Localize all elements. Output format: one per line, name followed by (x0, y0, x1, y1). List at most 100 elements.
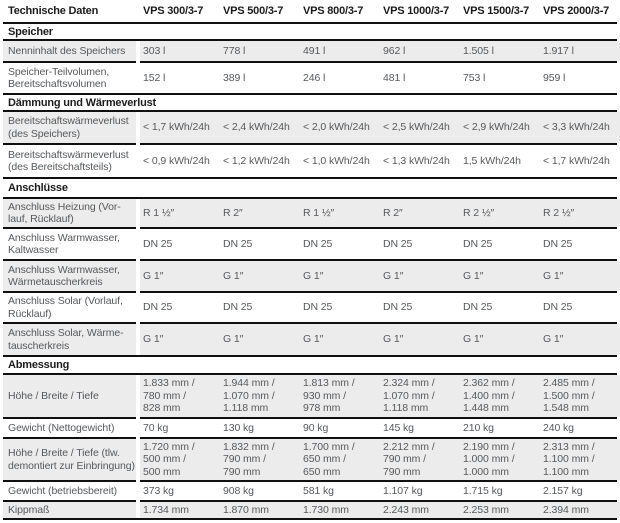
row-label: Anschluss Solar (Vorlauf, Rücklauf) (8, 295, 123, 320)
value-cell: < 2,9 kWh/24h (460, 112, 540, 143)
table-row: Speicher-Teilvolumen, Bereitschaftsvolum… (3, 63, 617, 93)
separator-segment (140, 322, 617, 324)
row-separator (3, 259, 617, 261)
column-gap (136, 112, 140, 143)
value-cell: R 1 ½″ (300, 199, 380, 227)
table-row: Bereitschaftswärmeverlust (des Bereitsch… (3, 145, 617, 177)
separator-gap (136, 259, 140, 261)
column-gap (136, 293, 140, 322)
row-values: 152 l 389 l 246 l 481 l 753 l 959 l (140, 63, 620, 93)
separator-segment (3, 480, 136, 482)
value-cell: 2.190 mm / 1.000 mm / 1.000 mm (460, 439, 540, 480)
value-cell: 2.212 mm / 790 mm / 790 mm (380, 439, 460, 480)
section-header-row: Anschlüsse (3, 179, 617, 197)
value-cell: G 1″ (140, 324, 220, 355)
row-label: Anschluss Warmwasser, Kaltwasser (8, 231, 120, 257)
value-cell: G 1″ (220, 324, 300, 355)
value-cell: 2.362 mm / 1.400 mm / 1.448 mm (460, 375, 540, 417)
value-cell: 1.720 mm / 500 mm / 500 mm (140, 439, 220, 480)
rule-line (3, 355, 617, 357)
rule-line (3, 93, 617, 95)
row-label: Kippmaß (3, 502, 136, 518)
column-gap (136, 261, 140, 291)
value-cell: DN 25 (543, 237, 573, 250)
value-cell: < 1,7 kWh/24h (140, 112, 220, 143)
separator-segment (140, 291, 617, 293)
section-title: Anschlüsse (8, 182, 68, 194)
value-cell: 1.832 mm / 790 mm / 790 mm (220, 439, 300, 480)
separator-segment (140, 259, 617, 261)
separator-segment (140, 480, 617, 482)
separator-gap (136, 227, 140, 229)
separator-segment (3, 500, 136, 502)
row-label: Bereitschaftswärmeverlust (des Bereitsch… (8, 148, 129, 174)
column-gap (136, 199, 140, 227)
separator-segment (3, 291, 136, 293)
value-cell: 962 l (380, 41, 460, 61)
row-values: DN 25 DN 25 DN 25 DN 25 DN 25 DN 25 (140, 229, 620, 259)
table-row: Höhe / Breite / Tiefe (tlw. demontiert z… (3, 439, 620, 480)
table-row: Anschluss Heizung (Vor- lauf, Rücklauf) R… (3, 199, 620, 227)
value-cell: R 2″ (380, 199, 460, 227)
technical-data-table: Technische Daten VPS 300/3-7 VPS 500/3-7 VP… (3, 0, 620, 520)
rule-line (3, 22, 617, 24)
value-cell: 1.870 mm (220, 502, 300, 518)
row-values: 1.833 mm / 780 mm / 828 mm 1.944 mm / 1.0… (140, 375, 620, 417)
value-cell: < 2,0 kWh/24h (300, 112, 380, 143)
value-cell: DN 25 (223, 237, 253, 250)
value-cell: < 1,7 kWh/24h (543, 154, 610, 167)
separator-segment (3, 143, 136, 145)
value-cell: G 1″ (380, 261, 460, 291)
row-label: Gewicht (betriebsbereit) (8, 484, 118, 497)
value-cell: DN 25 (463, 301, 493, 314)
value-cell: 1.813 mm / 930 mm / 978 mm (300, 375, 380, 417)
separator-gap (136, 143, 140, 145)
row-label: Anschluss Solar, Wärme- tauscherkreis (3, 324, 136, 355)
separator-gap (136, 61, 140, 63)
row-separator (3, 227, 617, 229)
table-row: Höhe / Breite / Tiefe 1.833 mm / 780 mm /… (3, 375, 620, 417)
section-header-row: Dämmung und Wärmeverlust (3, 95, 617, 110)
value-cell: 152 l (143, 71, 166, 84)
column-gap (136, 63, 140, 93)
separator-gap (136, 322, 140, 324)
rule-line (3, 373, 617, 375)
row-values: 303 l 778 l 491 l 962 l 1.505 l 1.917 l (140, 41, 620, 61)
value-cell: G 1″ (380, 324, 460, 355)
column-header: VPS 1000/3-7 (383, 5, 450, 17)
column-headers: VPS 300/3-7 VPS 500/3-7 VPS 800/3-7 VPS 100… (140, 0, 620, 22)
row-separator (3, 437, 617, 439)
value-cell: 1.505 l (460, 41, 540, 61)
value-cell: 491 l (300, 41, 380, 61)
table-header-row: Technische Daten VPS 300/3-7 VPS 500/3-7 VP… (3, 0, 617, 22)
value-cell: G 1″ (540, 261, 620, 291)
column-gap (136, 419, 140, 437)
separator-gap (136, 291, 140, 293)
value-cell: < 0,9 kWh/24h (143, 154, 210, 167)
value-cell: 303 l (140, 41, 220, 61)
value-cell: 908 kg (223, 484, 254, 497)
value-cell: 1.107 kg (383, 484, 423, 497)
value-cell: 2.324 mm / 1.070 mm / 1.118 mm (380, 375, 460, 417)
value-cell: DN 25 (383, 301, 413, 314)
separator-gap (136, 437, 140, 439)
value-cell: G 1″ (140, 261, 220, 291)
row-values: < 1,7 kWh/24h < 2,4 kWh/24h < 2,0 kWh/24h <… (140, 112, 620, 143)
separator-segment (3, 322, 136, 324)
section-title: Dämmung und Wärmeverlust (8, 96, 157, 109)
value-cell: < 1,3 kWh/24h (383, 154, 450, 167)
value-cell: 2.485 mm / 1.500 mm / 1.548 mm (540, 375, 620, 417)
value-cell: DN 25 (143, 237, 173, 250)
value-cell: 1.833 mm / 780 mm / 828 mm (140, 375, 220, 417)
separator-segment (3, 259, 136, 261)
section-header-row: Abmessung (3, 357, 617, 373)
row-label: Anschluss Heizung (Vor- lauf, Rücklauf) (3, 199, 136, 227)
value-cell: 1.944 mm / 1.070 mm / 1.118 mm (220, 375, 300, 417)
value-cell: 90 kg (303, 421, 329, 434)
row-values: < 0,9 kWh/24h < 1,2 kWh/24h < 1,0 kWh/24h <… (140, 145, 620, 177)
row-values: 373 kg 908 kg 581 kg 1.107 kg 1.715 kg 2.157 … (140, 482, 620, 500)
row-label: Anschluss Warmwasser, Wärmetauscherkreis (3, 261, 136, 291)
value-cell: DN 25 (223, 301, 253, 314)
row-separator (3, 61, 617, 63)
